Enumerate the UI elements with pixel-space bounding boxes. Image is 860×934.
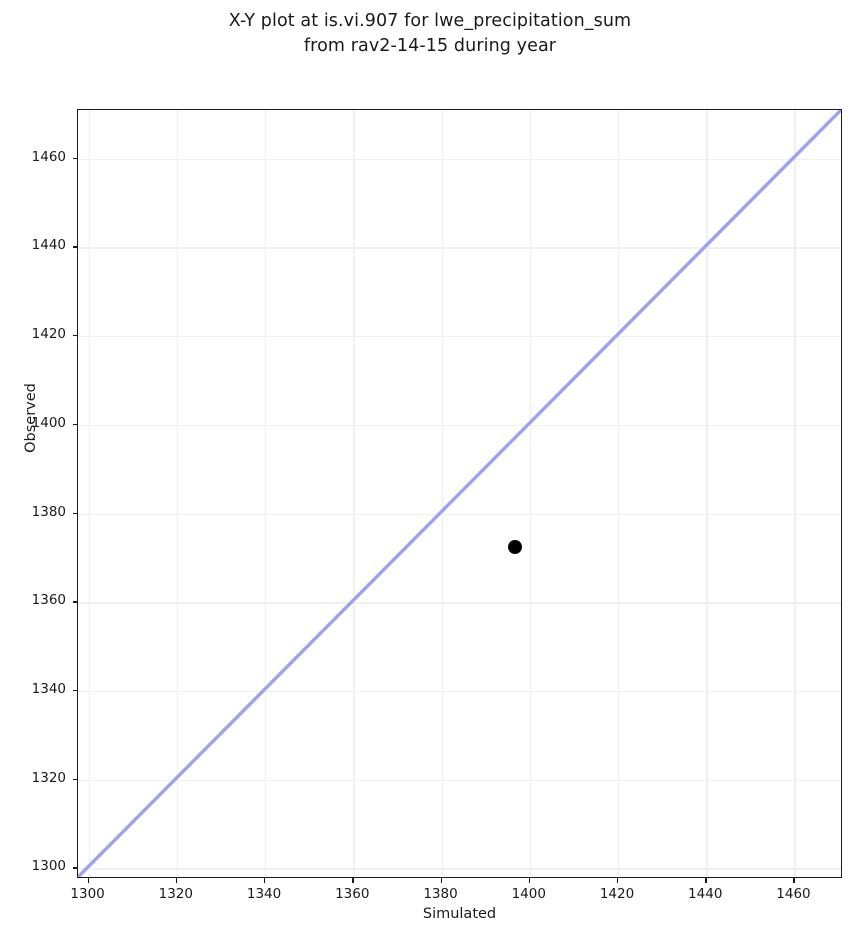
- x-axis-tick: [617, 878, 619, 883]
- gridline-vertical: [176, 110, 179, 877]
- y-axis-tick: [72, 601, 77, 603]
- y-axis-tick-label: 1420: [31, 326, 66, 343]
- y-axis-tick-label: 1400: [31, 414, 66, 431]
- x-axis-tick-label: 1340: [246, 886, 282, 902]
- y-axis-tick: [72, 157, 77, 160]
- x-axis-tick: [352, 878, 354, 883]
- x-axis-tick-label: 1440: [688, 886, 723, 902]
- chart-title: X-Y plot at is.vi.907 for lwe_precipitat…: [228, 11, 632, 56]
- x-axis-tick: [440, 878, 442, 883]
- y-axis-label: Observed: [23, 383, 39, 453]
- gridline-vertical: [706, 110, 708, 877]
- gridline-vertical: [353, 110, 355, 877]
- x-axis-tick: [705, 878, 707, 883]
- y-axis-tick-label: 1340: [31, 680, 66, 697]
- y-axis-tick-label: 1380: [31, 503, 66, 520]
- data-point: [507, 540, 522, 555]
- y-axis-tick: [72, 335, 77, 337]
- x-axis-tick-label: 1460: [776, 886, 811, 902]
- gridline-horizontal: [78, 513, 841, 515]
- x-axis-tick-label: 1420: [599, 886, 635, 902]
- gridline-horizontal: [78, 690, 841, 693]
- gridline-horizontal: [78, 779, 841, 781]
- y-axis-tick-label: 1440: [31, 237, 66, 254]
- x-axis-tick: [264, 878, 266, 883]
- y-axis-tick: [72, 512, 77, 514]
- x-axis-tick-label: 1360: [335, 886, 370, 902]
- y-axis-tick: [72, 778, 77, 780]
- identity-line: [78, 110, 841, 877]
- x-axis-tick: [175, 878, 178, 883]
- gridline-horizontal: [78, 602, 841, 604]
- gridline-vertical: [265, 110, 267, 877]
- gridline-horizontal: [78, 424, 841, 427]
- x-axis-label: Simulated: [422, 906, 497, 922]
- x-axis-tick: [87, 878, 89, 883]
- x-axis-tick-label: 1300: [70, 886, 105, 902]
- gridline-horizontal: [78, 247, 841, 249]
- gridline-vertical: [794, 110, 796, 877]
- gridline-vertical: [529, 110, 532, 877]
- y-axis-tick-label: 1460: [31, 148, 66, 165]
- plot-area: [77, 109, 842, 878]
- y-axis-tick: [72, 867, 77, 869]
- y-axis-tick-label: 1360: [31, 592, 66, 609]
- y-axis-tick: [72, 689, 77, 692]
- gridline-horizontal: [78, 158, 841, 161]
- gridline-vertical: [618, 110, 620, 877]
- y-axis-tick: [72, 246, 77, 248]
- y-axis-tick-label: 1300: [31, 858, 66, 875]
- x-axis-tick-label: 1400: [511, 886, 546, 902]
- y-axis-tick: [72, 423, 77, 426]
- gridline-horizontal: [78, 868, 841, 870]
- gridline-vertical: [88, 110, 90, 877]
- gridline-vertical: [441, 110, 443, 877]
- x-axis-tick: [793, 878, 795, 883]
- y-axis-tick-label: 1320: [31, 769, 66, 786]
- x-axis-tick-label: 1380: [423, 886, 458, 902]
- gridline-horizontal: [78, 336, 841, 338]
- x-axis-tick: [528, 878, 531, 883]
- x-axis-tick-label: 1320: [158, 886, 193, 902]
